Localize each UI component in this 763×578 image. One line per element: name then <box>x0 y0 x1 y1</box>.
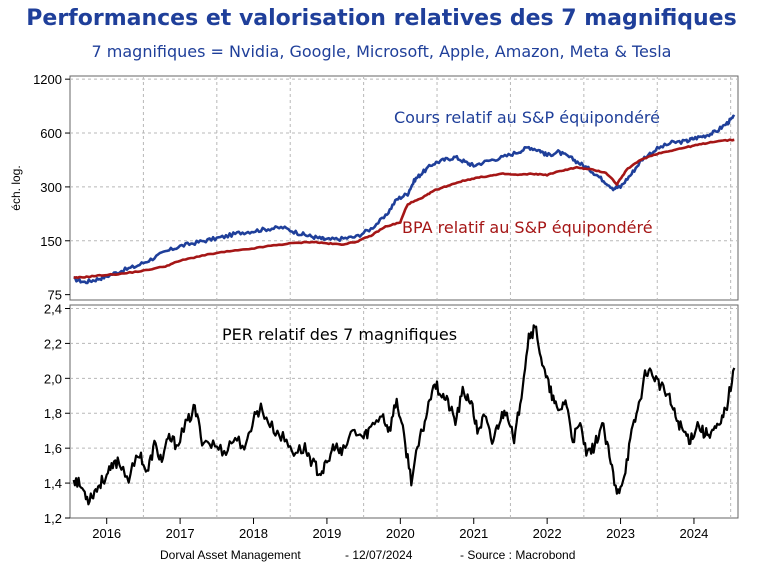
bottom-y-tick-label: 2,4 <box>44 301 62 316</box>
top-y-tick-label: 75 <box>48 288 62 303</box>
bottom-y-tick-label: 1,8 <box>44 406 62 421</box>
eps-relative-annotation: BPA relatif au S&P équipondéré <box>402 218 653 237</box>
x-tick-label: 2022 <box>533 526 562 541</box>
x-tick-label: 2020 <box>386 526 415 541</box>
x-tick-label: 2023 <box>606 526 635 541</box>
x-tick-label: 2018 <box>239 526 268 541</box>
per-relative-annotation: PER relatif des 7 magnifiques <box>222 325 457 344</box>
bottom-y-tick-label: 1,2 <box>44 511 62 526</box>
per-relative-line <box>72 324 736 506</box>
bottom-y-tick-label: 2,2 <box>44 336 62 351</box>
x-tick-label: 2016 <box>92 526 121 541</box>
x-tick-label: 2017 <box>166 526 195 541</box>
footer-source-org: Dorval Asset Management <box>160 548 301 562</box>
x-tick-label: 2019 <box>312 526 341 541</box>
price-relative-line <box>73 114 736 285</box>
bottom-y-tick-label: 2,0 <box>44 371 62 386</box>
bottom-panel-frame <box>69 304 739 519</box>
x-tick-label: 2024 <box>679 526 708 541</box>
top-y-tick-label: 300 <box>40 180 62 195</box>
top-y-tick-label: 1200 <box>33 72 62 87</box>
x-tick-label: 2021 <box>459 526 488 541</box>
chart-title: Performances et valorisation relatives d… <box>26 6 737 31</box>
footer-source: - Source : Macrobond <box>460 548 576 562</box>
price-relative-annotation: Cours relatif au S&P équipondéré <box>394 108 660 127</box>
bottom-y-tick-label: 1,4 <box>44 476 62 491</box>
chart-subtitle: 7 magnifiques = Nvidia, Google, Microsof… <box>91 42 672 61</box>
top-y-axis-label: éch. log. <box>9 165 23 210</box>
top-y-tick-label: 600 <box>40 126 62 141</box>
top-panel-frame <box>69 75 739 301</box>
eps-relative-line <box>73 138 735 280</box>
bottom-y-tick-label: 1,6 <box>44 441 62 456</box>
top-y-tick-label: 150 <box>40 234 62 249</box>
footer-date: - 12/07/2024 <box>345 548 413 562</box>
